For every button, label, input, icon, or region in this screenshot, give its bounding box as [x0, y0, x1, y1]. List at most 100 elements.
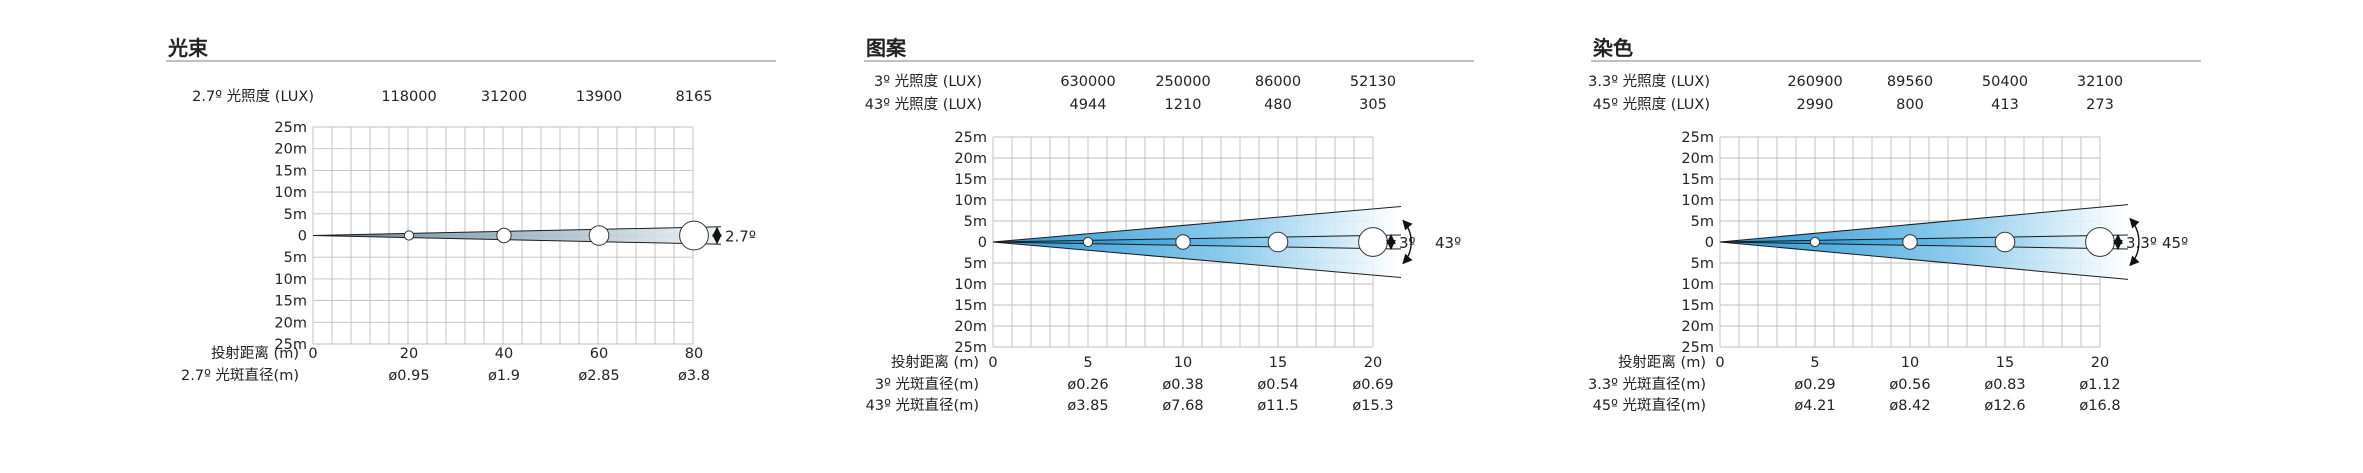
diameter-value: ø3.85: [1067, 398, 1108, 414]
y-tick-label: 25m: [954, 130, 987, 146]
wide-angle-label: 45º: [2162, 234, 2188, 252]
diameter-value: ø0.26: [1067, 377, 1108, 393]
y-tick-label: 25m: [274, 120, 307, 136]
panel-title: 染色: [1593, 36, 1633, 60]
y-tick-label: 5m: [284, 250, 307, 266]
beam-panel-1: 光束 2.7º 光照度 (LUX) 118000 31200 13900 8165 25m 2…: [166, 36, 776, 384]
lux-value: 50400: [1982, 74, 2028, 90]
y-tick-label: 10m: [274, 185, 307, 201]
narrow-beam-edge: [1719, 241, 2129, 250]
lux-row-label: 2.7º 光照度 (LUX): [192, 88, 314, 105]
lux-value: 4944: [1070, 97, 1107, 113]
distance-tick-label: 40: [495, 346, 513, 362]
diameter-value: ø0.83: [1984, 377, 2025, 393]
y-tick-label: 10m: [954, 193, 987, 209]
narrow-beam-cone: [1720, 235, 2128, 249]
spot-marker: [496, 227, 512, 244]
distance-tick-label: 5: [1083, 355, 1092, 371]
distance-axis-label: 投射距离 (m): [891, 354, 979, 371]
narrow-beam-edge: [312, 226, 722, 236]
diameter-value: ø7.68: [1162, 398, 1203, 414]
beam-panel-3: 染色 3.3º 光照度 (LUX) 260900 89560 50400 32100 45º…: [1588, 36, 2201, 414]
y-tick-label: 25m: [274, 337, 307, 353]
y-tick-label: 25m: [1681, 340, 1714, 356]
narrow-angle-label: 3.3º: [2126, 234, 2157, 252]
beam-cone-group: [1719, 204, 2129, 280]
distance-tick-label: 15: [1996, 355, 2014, 371]
y-tick-label: 20m: [274, 142, 307, 158]
y-tick-label: 20m: [1681, 151, 1714, 167]
spot-marker: [1994, 231, 2016, 253]
lux-value: 32100: [2077, 74, 2123, 90]
narrow-beam-edge: [992, 234, 1402, 243]
diameter-value: ø0.54: [1257, 377, 1298, 393]
lux-value: 13900: [576, 89, 622, 105]
y-tick-label: 5m: [1691, 214, 1714, 230]
diameter-value: ø3.8: [678, 368, 710, 384]
y-tick-label: 5m: [1691, 256, 1714, 272]
spot-marker: [2085, 227, 2115, 257]
distance-tick-label: 10: [1901, 355, 1919, 371]
y-tick-label: 15m: [1681, 172, 1714, 188]
wide-angle-label: 43º: [1435, 234, 1461, 252]
y-tick-label: 15m: [274, 163, 307, 179]
spot-marker: [679, 220, 709, 251]
narrow-beam-edge: [992, 241, 1402, 250]
distance-axis-label: 投射距离 (m): [211, 345, 299, 362]
distance-tick-label: 5: [1810, 355, 1819, 371]
diameter-row-label: 45º 光斑直径(m): [1593, 397, 1706, 414]
diameter-value: ø15.3: [1352, 398, 1393, 414]
distance-tick-label: 60: [590, 346, 608, 362]
beam-cone-group: [312, 220, 722, 251]
diameter-value: ø0.69: [1352, 377, 1393, 393]
y-tick-label: 25m: [1681, 130, 1714, 146]
distance-tick-label: 0: [988, 355, 997, 371]
diameter-row-label: 3º 光斑直径(m): [875, 376, 979, 393]
diameter-value: ø0.95: [388, 368, 429, 384]
distance-tick-label: 0: [1715, 355, 1724, 371]
wide-beam-edge: [1719, 241, 2129, 280]
spot-marker: [588, 225, 610, 246]
diameter-row-label: 3.3º 光斑直径(m): [1588, 376, 1706, 393]
beam-grid: [992, 136, 1374, 348]
lux-value: 89560: [1887, 74, 1933, 90]
diameter-value: ø8.42: [1889, 398, 1930, 414]
y-tick-label: 20m: [1681, 319, 1714, 335]
lux-value: 8165: [676, 89, 713, 105]
distance-tick-label: 80: [685, 346, 703, 362]
diameter-row-label: 43º 光斑直径(m): [866, 397, 979, 414]
narrow-angle-label: 2.7º: [725, 228, 756, 246]
diameter-value: ø0.29: [1794, 377, 1835, 393]
y-tick-label: 15m: [274, 294, 307, 310]
spot-marker: [1267, 231, 1289, 253]
distance-tick-label: 20: [400, 346, 418, 362]
lux-value: 86000: [1255, 74, 1301, 90]
lux-value: 630000: [1060, 74, 1115, 90]
distance-tick-label: 0: [308, 346, 317, 362]
y-tick-label: 20m: [274, 315, 307, 331]
spot-marker: [1902, 234, 1918, 250]
narrow-beam-edge: [312, 235, 722, 245]
diameter-value: ø0.38: [1162, 377, 1203, 393]
narrow-beam-cone: [993, 235, 1401, 249]
lux-value: 273: [2086, 97, 2114, 113]
y-tick-label: 15m: [1681, 298, 1714, 314]
panel-title: 光束: [167, 36, 209, 60]
lux-value: 413: [1991, 97, 2019, 113]
wide-beam-edge: [992, 241, 1402, 279]
y-tick-label: 0: [1705, 235, 1714, 251]
diameter-value: ø11.5: [1257, 398, 1298, 414]
lux-row-label: 45º 光照度 (LUX): [1593, 96, 1710, 113]
diameter-value: ø12.6: [1984, 398, 2025, 414]
y-tick-label: 5m: [964, 256, 987, 272]
lux-value: 800: [1896, 97, 1924, 113]
lux-value: 118000: [381, 89, 436, 105]
y-tick-label: 10m: [1681, 193, 1714, 209]
narrow-angle-label: 3º: [1399, 234, 1416, 252]
distance-axis-label: 投射距离 (m): [1618, 354, 1706, 371]
lux-value: 2990: [1797, 97, 1834, 113]
y-tick-label: 0: [978, 235, 987, 251]
distance-tick-label: 10: [1174, 355, 1192, 371]
